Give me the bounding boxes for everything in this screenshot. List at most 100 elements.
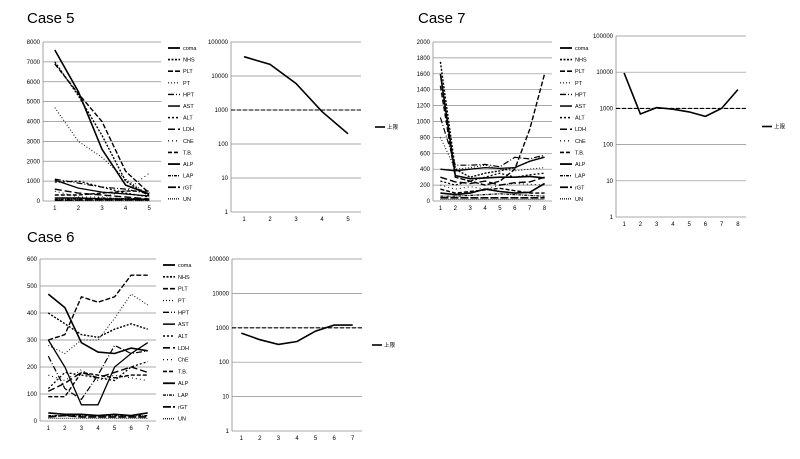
case6-lab-series-che	[48, 369, 148, 382]
case5-lab-series-ldh	[54, 188, 150, 200]
case7-log-series-line	[623, 72, 739, 118]
case7-lab-xtick-label: 1	[439, 206, 443, 212]
case6-lab-legend-label: AST	[178, 322, 189, 328]
case5-lab-legend-label: NHS	[183, 58, 195, 64]
case7-lab-legend-label: ALT	[575, 116, 585, 122]
case5-log-xtick-label: 1	[242, 217, 246, 223]
case5-lab-xtick-label: 3	[100, 206, 104, 212]
case5-lab-legend-label: ALT	[183, 116, 193, 122]
case7-lab-legend-label: LAP	[575, 174, 586, 180]
case6-lab-ytick-label: 100	[27, 392, 38, 398]
case7-lab-ytick-label: 1200	[417, 104, 431, 110]
case7-log-ytick-label: 100	[603, 143, 614, 149]
case5-lab-legend-label: LDH	[183, 127, 194, 133]
case7-lab-legend-label: ALP	[575, 162, 586, 168]
case7-lab-xtick-label: 6	[513, 206, 517, 212]
case5-log-ytick-label: 100000	[208, 40, 229, 46]
case5-lab-legend-label: PT	[183, 81, 191, 87]
case7-lab-ytick-label: 200	[420, 183, 431, 189]
case5-lab-ytick-label: 7000	[27, 60, 41, 66]
case5-lab-ytick-label: 1000	[27, 179, 41, 185]
case5-log-xtick-label: 2	[268, 217, 272, 223]
case7-log-xtick-label: 1	[622, 222, 626, 228]
case7-log-xtick-label: 6	[704, 222, 708, 228]
case6-log-ytick-label: 10000	[212, 291, 229, 297]
case7-lab-ytick-label: 1000	[417, 120, 431, 126]
case6-lab-legend-label: PT	[178, 298, 186, 304]
case5-lab-series-nhs	[54, 61, 150, 197]
case6-lab-series-pt	[48, 293, 148, 355]
case6-lab-legend-label: LAP	[178, 393, 189, 399]
case6-lab-legend-label: NHS	[178, 275, 190, 281]
case6-lab-series-ast	[47, 339, 149, 406]
case5-lab-legend-label: T.B.	[183, 150, 193, 156]
case7-lab-xtick-label: 7	[528, 206, 532, 212]
case5-log-ytick-label: 100	[218, 142, 229, 148]
case7-lab-series-ldh	[440, 176, 545, 186]
case6-lab-xtick-label: 2	[63, 426, 67, 432]
case6-lab-xtick-label: 5	[113, 426, 117, 432]
case5-log-xtick-label: 5	[346, 217, 350, 223]
case7-log-ytick-label: 1000	[600, 106, 614, 112]
case5-lab-xtick-label: 4	[124, 206, 128, 212]
case6-lab-series-rgt	[48, 414, 148, 418]
case5-log-ytick-label: 1000	[215, 108, 229, 114]
case6-title: Case 6	[27, 229, 75, 246]
case6-lab-series-plt	[48, 274, 148, 341]
case6-lab-legend-label: UN	[178, 417, 186, 423]
case7-log-legend-label: 上限	[774, 123, 786, 131]
case7-lab-series-alt	[440, 172, 545, 186]
case7-lab-xtick-label: 5	[498, 206, 502, 212]
case6-log-xtick-label: 1	[240, 436, 244, 442]
case7-lab-legend-label: UN	[575, 197, 583, 203]
case7-lab-series-plt	[439, 73, 546, 186]
case7-lab-ytick-label: 2000	[417, 40, 431, 46]
case5-lab-legend-label: HPT	[183, 92, 195, 98]
case5-lab-ytick-label: 3000	[27, 139, 41, 145]
case6-log-xtick-label: 6	[332, 436, 336, 442]
case5-log-xtick-label: 4	[320, 217, 324, 223]
case7-log-ytick-label: 100000	[593, 34, 614, 40]
case6-log-xtick-label: 3	[277, 436, 281, 442]
case7-lab-legend-label: AST	[575, 104, 586, 110]
case6-lab-ytick-label: 500	[27, 284, 38, 290]
case5-lab-ytick-label: 5000	[27, 100, 41, 106]
case5-lab-xtick-label: 1	[53, 206, 57, 212]
case6-log-ytick-label: 1	[226, 429, 230, 435]
case6-lab-ytick-label: 200	[27, 365, 38, 371]
case6-lab-ytick-label: 600	[27, 257, 38, 263]
case5-lab-legend-label: rGT	[183, 185, 193, 191]
case5-lab-ytick-label: 0	[37, 199, 41, 205]
case7-lab-series-alp	[440, 182, 546, 196]
case6-log-ytick-label: 100	[219, 360, 230, 366]
case5-log-ytick-label: 10	[221, 176, 228, 182]
case5-lab-ytick-label: 6000	[27, 80, 41, 86]
case5-log-ytick-label: 1	[225, 210, 229, 216]
case7-lab-legend-label: ChE	[575, 139, 586, 145]
case5-lab-legend-label: UN	[183, 197, 191, 203]
case6-lab-legend-label: ALP	[178, 381, 189, 387]
case7-lab-series-coma	[439, 73, 545, 180]
case7-lab-ytick-label: 1400	[417, 88, 431, 94]
case5-lab-legend-label: AST	[183, 104, 194, 110]
case6-log-xtick-label: 4	[295, 436, 299, 442]
case5-log-series-line	[243, 55, 349, 135]
case5-log-legend-label: 上限	[387, 123, 399, 131]
case6-log-ytick-label: 100000	[209, 257, 230, 263]
case7-lab-legend-label: T.B.	[575, 150, 585, 156]
case7-log-xtick-label: 8	[736, 222, 740, 228]
case7-lab-ytick-label: 800	[420, 135, 431, 141]
case7-log-ytick-label: 1	[610, 215, 614, 221]
case7-lab-ytick-label: 600	[420, 151, 431, 157]
case7-lab-series-nhs	[439, 61, 545, 178]
case6-log-xtick-label: 2	[258, 436, 262, 442]
case7-lab-legend-label: PLT	[575, 69, 585, 75]
case6-lab-series-coma	[47, 293, 148, 355]
case6-lab-series-tb	[48, 371, 148, 398]
case6-lab-legend-label: HPT	[178, 310, 190, 316]
case5-lab-legend-label: ChE	[183, 139, 194, 145]
case6-lab-legend-label: coma	[178, 263, 192, 269]
case6-lab-xtick-label: 1	[47, 426, 51, 432]
case6-lab-xtick-label: 6	[129, 426, 133, 432]
case6-lab-ytick-label: 0	[34, 419, 38, 425]
